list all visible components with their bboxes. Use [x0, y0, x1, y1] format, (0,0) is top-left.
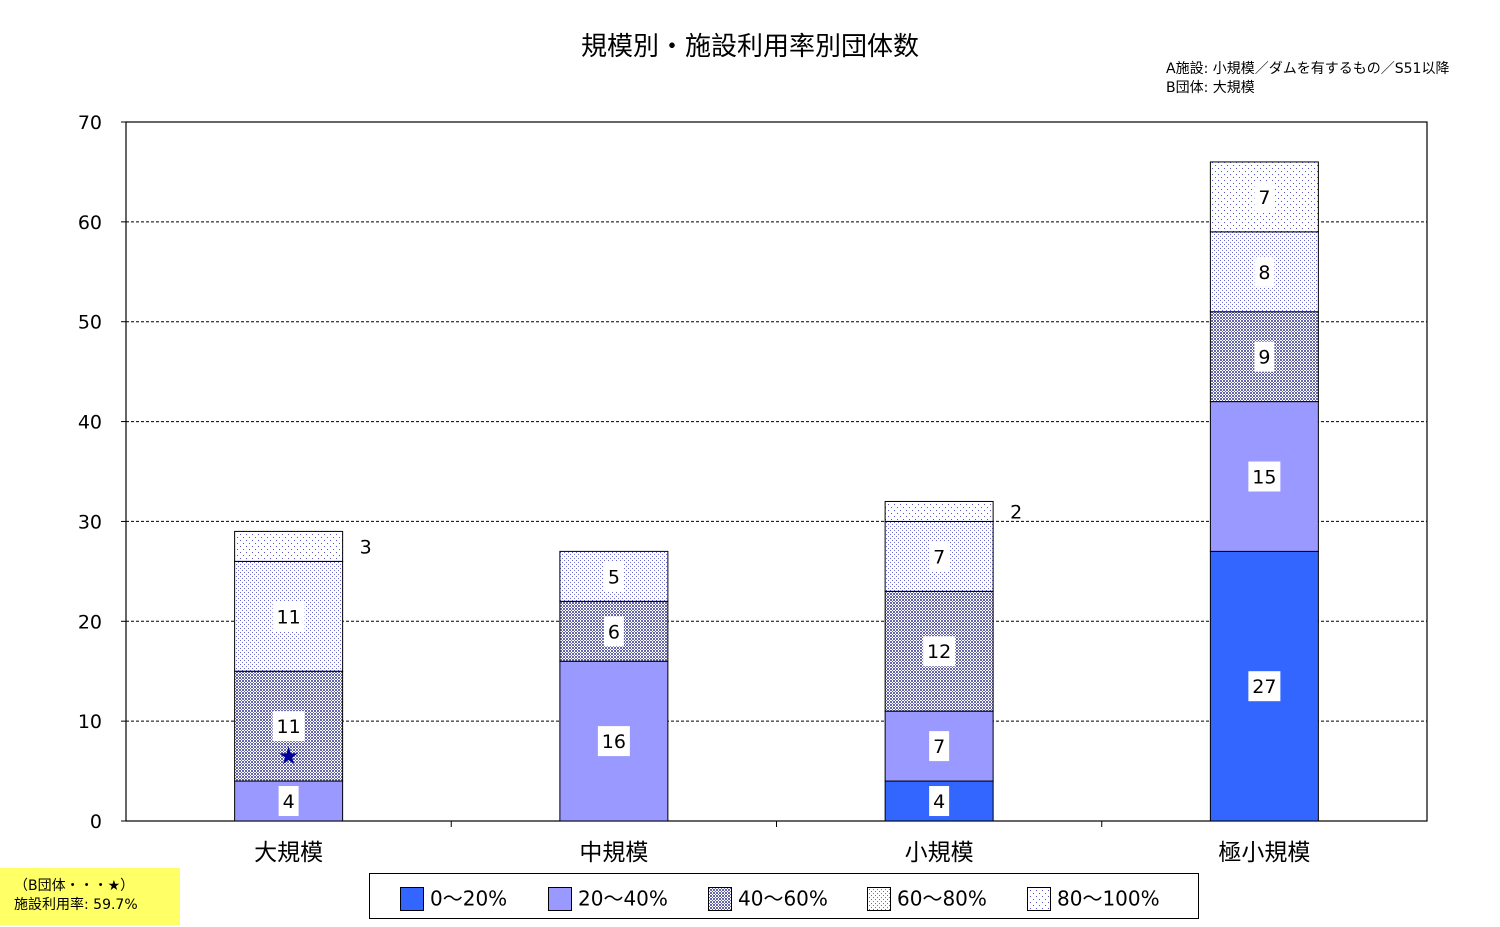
y-tick-label: 20	[78, 611, 102, 633]
legend-swatch	[400, 886, 424, 911]
data-label-bg	[278, 786, 299, 817]
bar-segment	[234, 530, 344, 562]
data-label: 11	[277, 716, 301, 738]
data-label: 12	[927, 641, 951, 663]
data-label: 3	[360, 536, 372, 558]
y-tick-label: 0	[90, 811, 102, 833]
legend-item: 20〜40%	[548, 885, 668, 911]
chart-note: A施設: 小規模／ダムを有するもの／S51以降 B団体: 大規模	[1166, 60, 1449, 98]
data-label-bg	[923, 636, 956, 667]
data-label: 27	[1252, 676, 1276, 698]
y-tick-label: 40	[78, 412, 102, 434]
data-label-bg	[929, 786, 950, 817]
data-label-bg	[929, 731, 950, 762]
chart-legend: 0〜20% 20〜40% 40〜60% 60〜80% 80〜100%	[369, 873, 1199, 919]
legend-item: 0〜20%	[400, 885, 508, 911]
data-label-bg	[597, 726, 630, 757]
data-label: 8	[1258, 262, 1270, 284]
chart-title: 規模別・施設利用率別団体数	[580, 32, 919, 62]
data-label-bg	[1248, 461, 1281, 492]
y-tick-label: 30	[78, 511, 102, 533]
data-label-bg	[1248, 671, 1281, 702]
legend-swatch	[867, 886, 891, 911]
data-label: 2	[1010, 501, 1022, 523]
legend-swatch	[548, 886, 572, 911]
data-label: 9	[1258, 347, 1270, 369]
data-label-bg	[929, 541, 950, 572]
legend-label: 0〜20%	[430, 886, 508, 911]
legend-label: 20〜40%	[578, 886, 668, 911]
chart-note-line-2: B団体: 大規模	[1166, 80, 1255, 96]
data-label-bg	[1254, 256, 1275, 287]
x-category-label: 中規模	[579, 840, 648, 866]
footnote-box: （B団体・・・★） 施設利用率: 59.7%	[0, 868, 180, 925]
y-tick-label: 50	[78, 312, 102, 334]
data-label: 16	[602, 731, 626, 753]
footnote-line-1: （B団体・・・★）	[14, 878, 135, 894]
y-tick-label: 70	[78, 112, 102, 134]
legend-label: 60〜80%	[897, 886, 987, 911]
x-category-label: 大規模	[254, 840, 323, 866]
data-label-bg	[272, 601, 305, 632]
data-label: 11	[277, 606, 301, 628]
footnote-line-2: 施設利用率: 59.7%	[14, 897, 138, 913]
data-label: 6	[608, 621, 620, 643]
data-label: 7	[933, 546, 945, 568]
data-label: 4	[283, 791, 295, 813]
bar-segment	[884, 500, 994, 522]
legend-item: 80〜100%	[1027, 885, 1160, 911]
star-marker: ★	[278, 742, 300, 770]
x-category-label: 極小規模	[1218, 840, 1310, 866]
data-label: 15	[1252, 466, 1276, 488]
data-label-bg	[272, 711, 305, 742]
legend-item: 60〜80%	[867, 885, 987, 911]
y-tick-label: 60	[78, 212, 102, 234]
legend-item: 40〜60%	[708, 885, 828, 911]
data-label: 7	[933, 736, 945, 758]
data-label-bg	[603, 616, 624, 647]
data-label-bg	[1254, 341, 1275, 372]
chart-note-line-1: A施設: 小規模／ダムを有するもの／S51以降	[1166, 61, 1450, 77]
y-tick-label: 10	[78, 711, 102, 733]
legend-swatch	[1027, 886, 1051, 911]
data-label-bg	[1254, 181, 1275, 212]
data-label: 7	[1258, 187, 1270, 209]
legend-label: 80〜100%	[1057, 886, 1160, 911]
legend-swatch	[708, 886, 732, 911]
x-category-label: 小規模	[905, 840, 974, 866]
data-label-bg	[603, 561, 624, 592]
data-label: 4	[933, 791, 945, 813]
data-label: 5	[608, 566, 620, 588]
legend-label: 40〜60%	[738, 886, 828, 911]
